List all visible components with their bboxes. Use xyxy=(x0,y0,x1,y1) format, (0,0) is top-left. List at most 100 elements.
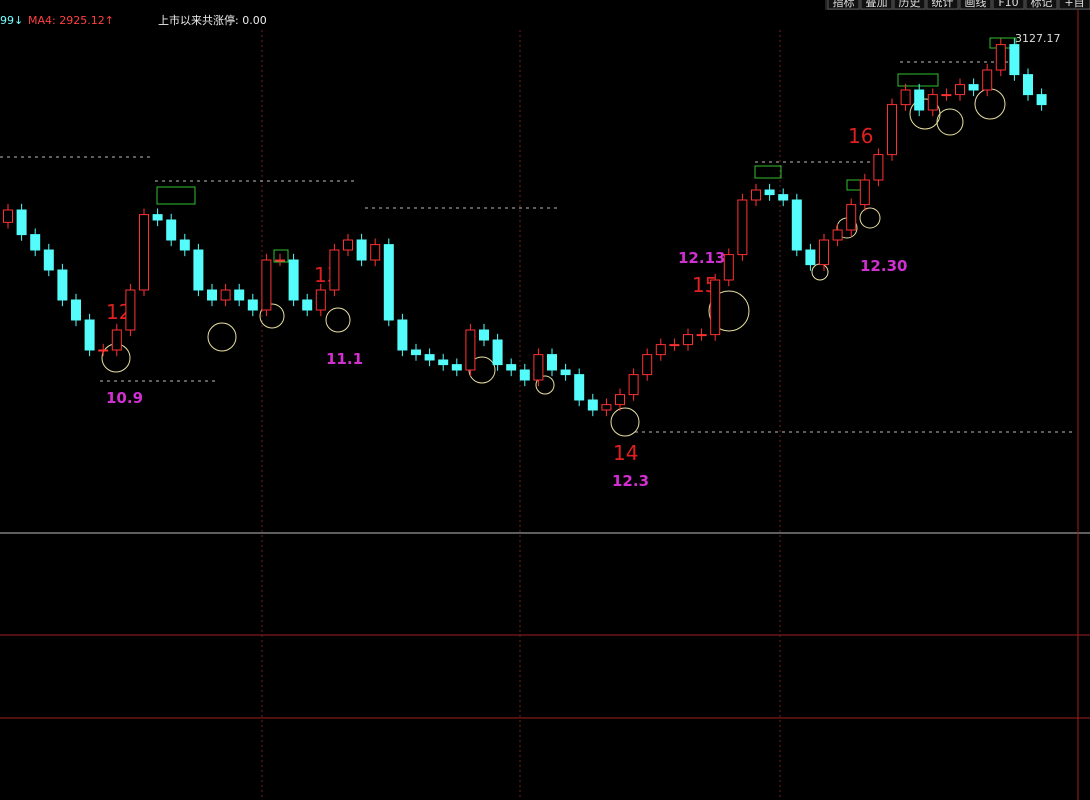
toolbar-label[interactable]: 叠加 xyxy=(866,0,888,9)
candle-body xyxy=(424,354,435,361)
candle-body xyxy=(166,219,177,241)
candle-body xyxy=(329,249,340,291)
candle-body xyxy=(696,334,707,337)
candle-body xyxy=(587,399,598,411)
candle-body xyxy=(411,349,421,356)
toolbar-label[interactable]: 标记 xyxy=(1031,0,1053,9)
candle-body xyxy=(710,279,721,336)
candle-body xyxy=(111,329,122,351)
candle-body xyxy=(927,94,938,111)
candle-body xyxy=(751,189,761,201)
toolbar-button[interactable] xyxy=(926,0,959,10)
candle-body xyxy=(261,259,272,311)
toolbar-button[interactable] xyxy=(1025,0,1058,10)
candle-body xyxy=(805,249,816,266)
candle-body xyxy=(737,199,748,256)
candle-body xyxy=(479,329,489,341)
candle-body xyxy=(669,344,680,347)
grid xyxy=(261,30,781,800)
candle-body xyxy=(220,289,231,301)
candle-body xyxy=(451,364,462,371)
candle-body xyxy=(819,239,829,266)
candle-body xyxy=(560,369,571,376)
candle-body xyxy=(30,234,41,251)
candle-body xyxy=(955,84,965,96)
candle-body xyxy=(1036,94,1047,106)
candle-body xyxy=(506,364,517,371)
candle-body xyxy=(900,89,911,106)
candle-body xyxy=(57,269,68,301)
candle-body xyxy=(887,104,897,156)
candle-body xyxy=(492,339,503,366)
toolbar-label[interactable]: F10 xyxy=(998,0,1018,9)
candle-body xyxy=(343,239,353,251)
toolbar-button[interactable] xyxy=(827,0,860,10)
ma-label: MA4: 2925.12↑ xyxy=(28,14,114,27)
annotation: 16 xyxy=(848,124,873,148)
annotation: 12.13 xyxy=(678,249,725,267)
annotation: 11.1 xyxy=(326,350,363,368)
candle-body xyxy=(778,194,789,201)
candle-body xyxy=(1009,44,1020,76)
candle-body xyxy=(519,369,530,381)
candle-body xyxy=(683,334,693,346)
candle-body xyxy=(574,374,585,401)
toolbar-label[interactable]: 统计 xyxy=(932,0,954,9)
candle-body xyxy=(533,354,544,381)
toolbar-button[interactable] xyxy=(1058,0,1090,10)
limit-up-label: 上市以来共涨停: 0.00 xyxy=(158,13,267,27)
candle-body xyxy=(791,199,802,251)
candle-body xyxy=(356,239,367,261)
level-lines xyxy=(0,61,1075,433)
candle-body xyxy=(315,289,326,311)
toolbar-label[interactable]: +自 xyxy=(1064,0,1084,9)
toolbar-label[interactable]: 画线 xyxy=(965,0,987,9)
candle-body xyxy=(832,229,843,241)
candle-body xyxy=(139,214,149,291)
toolbar-button[interactable] xyxy=(893,0,926,10)
candle-body xyxy=(207,289,217,301)
candle-body xyxy=(3,209,13,223)
candle-body xyxy=(179,239,190,251)
candle-body xyxy=(764,189,775,196)
annotation: 12.30 xyxy=(860,257,907,275)
toolbar-label[interactable]: 指标 xyxy=(833,0,855,9)
candle-body xyxy=(125,289,136,331)
candle-body xyxy=(383,244,394,321)
candle-body xyxy=(628,374,639,396)
candle-body xyxy=(968,84,979,91)
candle-body xyxy=(914,89,925,111)
candle-body xyxy=(1023,74,1033,96)
annotation: 14 xyxy=(613,441,638,465)
candle-body xyxy=(846,204,857,231)
candle-body xyxy=(397,319,408,351)
candle-body xyxy=(941,94,952,97)
candle-body xyxy=(288,259,299,301)
candle-body xyxy=(873,154,884,181)
candle-body xyxy=(601,404,612,411)
candle-body xyxy=(438,359,449,366)
candle-body xyxy=(43,249,54,271)
candle-body xyxy=(859,179,870,206)
candle-body xyxy=(152,214,163,221)
candle-body xyxy=(193,249,204,291)
candle-body xyxy=(71,299,81,321)
toolbar-button[interactable] xyxy=(959,0,992,10)
candle-body xyxy=(16,209,27,236)
candle-body xyxy=(547,354,557,371)
candle-body xyxy=(370,244,381,261)
toolbar-label[interactable]: 历史 xyxy=(899,0,921,9)
candle-body xyxy=(615,394,625,406)
toolbar: 指标 叠加 历史 统计 画线 F10 标记 +自 xyxy=(825,0,1090,10)
candle-body xyxy=(84,319,95,351)
candle-body xyxy=(723,254,734,281)
annotation: 10.9 xyxy=(106,389,143,407)
candle-body xyxy=(655,344,666,356)
candle-body xyxy=(247,299,258,311)
candle-body xyxy=(995,44,1006,71)
candle-body xyxy=(275,259,285,262)
toolbar-button[interactable] xyxy=(860,0,893,10)
toolbar-button[interactable] xyxy=(992,0,1025,10)
candle-body xyxy=(234,289,245,301)
